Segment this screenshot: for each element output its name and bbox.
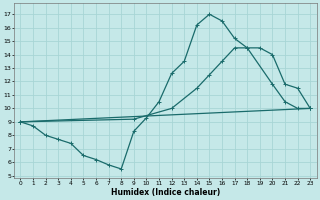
X-axis label: Humidex (Indice chaleur): Humidex (Indice chaleur) [111, 188, 220, 197]
